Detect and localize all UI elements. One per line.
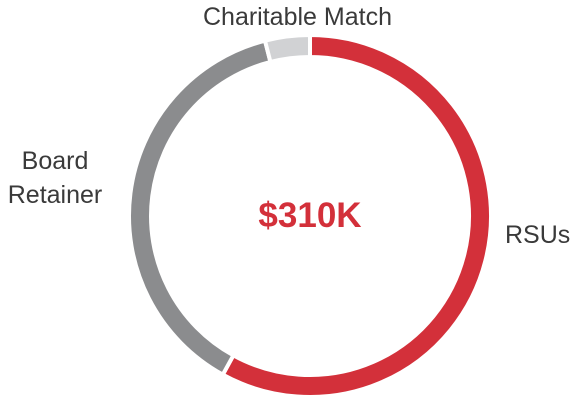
donut-slice xyxy=(262,32,312,65)
slice-label: Board Retainer xyxy=(7,147,103,209)
slice-label: RSUs xyxy=(505,221,571,249)
slice-label: Charitable Match xyxy=(203,3,392,31)
center-label: $310K xyxy=(258,196,362,235)
